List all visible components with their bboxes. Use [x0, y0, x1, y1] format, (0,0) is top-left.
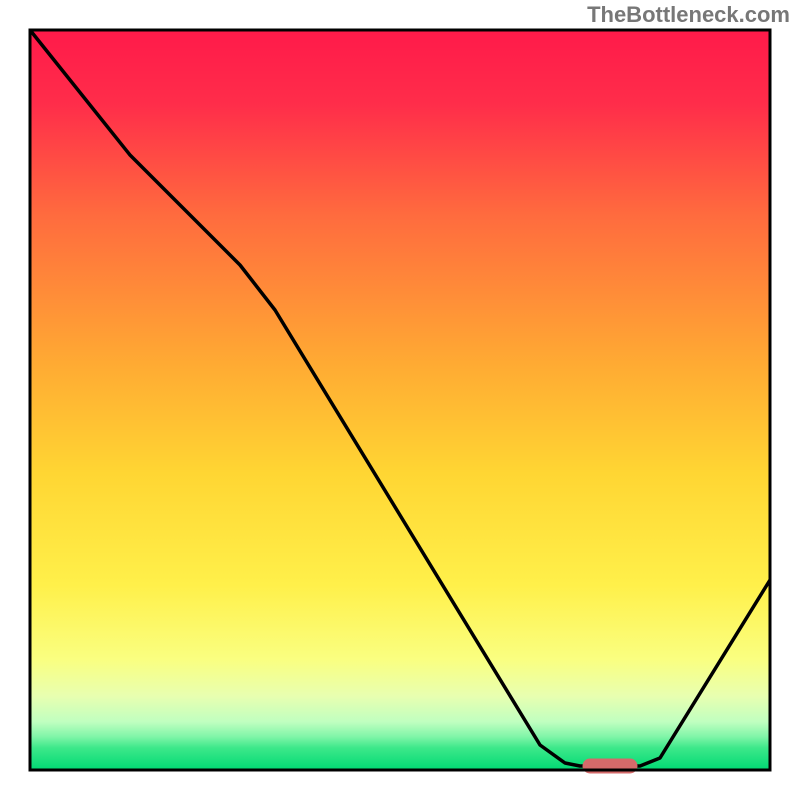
watermark-text: TheBottleneck.com	[587, 2, 790, 28]
chart-svg	[0, 0, 800, 800]
bottleneck-chart: TheBottleneck.com	[0, 0, 800, 800]
plot-background	[30, 30, 770, 770]
